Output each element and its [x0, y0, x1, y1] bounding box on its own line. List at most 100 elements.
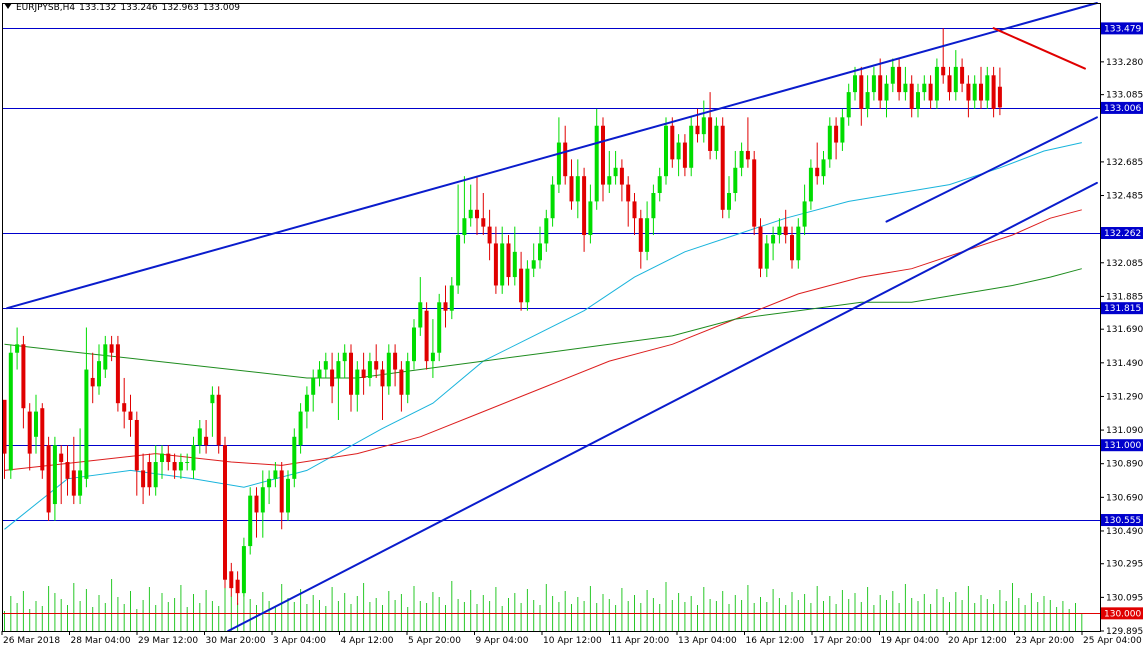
candle [443, 285, 448, 328]
price-tick-label: 132.485 [1106, 192, 1143, 202]
candle-body [840, 117, 845, 143]
time-tick-label: 20 Apr 12:00 [948, 636, 1007, 646]
candle-body [166, 453, 171, 463]
candle-body [670, 125, 675, 160]
candle [638, 209, 643, 269]
time-tick-label: 23 Apr 20:00 [1016, 636, 1075, 646]
candle [361, 352, 366, 395]
candle-body [40, 408, 45, 471]
candle [972, 75, 977, 109]
candle-body [103, 344, 108, 370]
candle-body [594, 125, 599, 202]
candle [947, 66, 952, 101]
candle-body [979, 83, 983, 101]
candle [405, 352, 410, 404]
candle [651, 184, 656, 236]
candle-body [500, 243, 505, 286]
candle-body [878, 75, 883, 101]
level-box-label: 132.262 [1104, 229, 1141, 239]
candle-body [493, 243, 498, 286]
candle [739, 142, 744, 177]
candle [512, 226, 517, 286]
candle-body [733, 167, 738, 193]
candle-body [141, 470, 146, 488]
candle-body [412, 327, 416, 362]
chart-header: EURJPYSB,H4 133.132 133.246 132.963 133.009 [4, 3, 244, 13]
price-tick-label: 131.290 [1106, 392, 1143, 402]
candle-body [607, 176, 612, 185]
price-axis: 133.280 133.085 132.685 132.485 132.085 131.8… [1100, 22, 1143, 637]
candle-body [815, 167, 820, 177]
candle-body [449, 285, 454, 311]
candle [840, 108, 845, 151]
candle-body [78, 470, 83, 496]
collapse-triangle-icon[interactable] [4, 3, 12, 9]
candle-body [657, 176, 662, 193]
candle-body [588, 201, 593, 236]
candle [960, 58, 965, 93]
candle-body [336, 361, 341, 378]
candle [538, 226, 542, 269]
low-value: 132.963 [161, 3, 199, 13]
level-box-label: 133.006 [1104, 104, 1141, 114]
candle [997, 67, 1002, 116]
candles [2, 28, 1002, 605]
candle [897, 58, 902, 101]
candle [720, 117, 725, 219]
candle-body [59, 453, 64, 463]
time-axis: 26 Mar 2018 28 Mar 04:00 29 Mar 12:00 30 Ma… [1, 631, 1142, 646]
candle-body [739, 150, 744, 168]
candle-body [834, 125, 839, 143]
candle [758, 218, 763, 278]
candle [449, 277, 454, 320]
candle [336, 352, 341, 420]
candle-body [556, 142, 561, 185]
time-tick-label: 26 Mar 2018 [3, 636, 60, 646]
candle-body [689, 125, 694, 168]
level-box-bg [1101, 607, 1143, 620]
candle [846, 83, 851, 126]
candle [191, 436, 196, 479]
candle [953, 50, 958, 101]
candle [985, 66, 990, 109]
candle [682, 134, 687, 177]
candle [430, 319, 435, 378]
price-tick-label: 130.690 [1106, 493, 1143, 503]
candle-body [235, 579, 240, 594]
candle [412, 319, 416, 370]
candle-body [708, 117, 713, 151]
price-tick-label: 133.085 [1106, 91, 1143, 101]
candle [815, 142, 820, 185]
candle-body [972, 83, 977, 101]
candle-body [197, 428, 202, 446]
candle [59, 445, 64, 505]
candle [727, 176, 731, 219]
candle-body [241, 546, 246, 594]
candle-body [752, 159, 757, 227]
price-tick-label: 130.890 [1106, 460, 1143, 470]
candle [342, 344, 347, 378]
candle [632, 192, 637, 236]
time-tick-label: 29 Mar 12:00 [138, 636, 198, 646]
candle [298, 403, 303, 454]
level-box-label: 131.815 [1104, 304, 1141, 314]
upper-channel-trendline [6, 2, 1098, 310]
candle [481, 192, 486, 236]
candle [871, 66, 876, 101]
high-value: 133.246 [120, 3, 158, 13]
volume-bars [4, 576, 1083, 631]
price-tick-label: 130.490 [1106, 527, 1143, 537]
ma-fast-line [4, 142, 1082, 530]
candle-body [764, 243, 769, 269]
candle [254, 487, 259, 538]
candle [21, 335, 26, 429]
candle [708, 92, 713, 160]
candle [582, 167, 587, 252]
candle-body [286, 478, 290, 513]
candle [771, 226, 776, 261]
candle [487, 209, 492, 261]
candle-body [223, 445, 227, 580]
candle [922, 75, 927, 101]
